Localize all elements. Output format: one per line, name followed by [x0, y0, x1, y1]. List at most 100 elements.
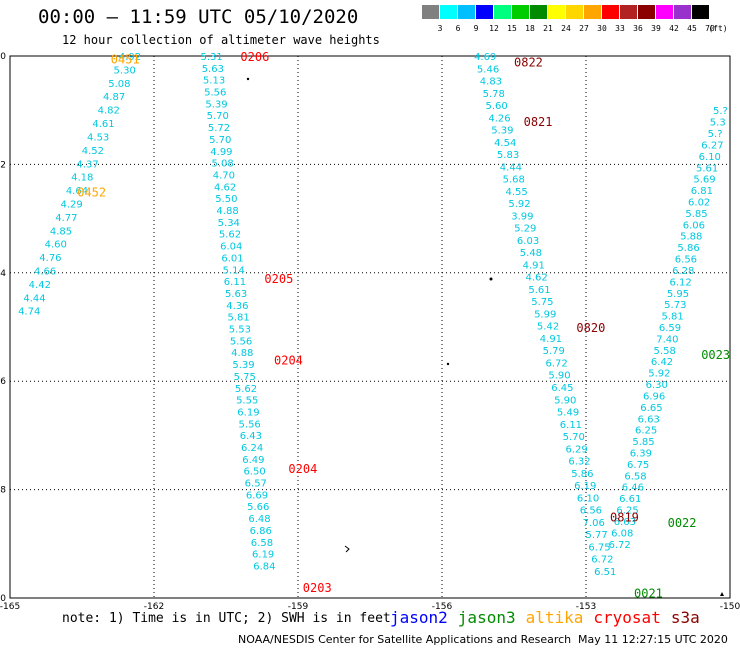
colorbar-label: 39 [651, 24, 661, 33]
colorbar-label: 9 [473, 24, 479, 33]
pass-time-label: 0021 [634, 587, 663, 601]
wave-height-value: 6.25 [616, 506, 638, 517]
pass-time-label: 0452 [77, 186, 106, 200]
wave-height-value: 5.63 [202, 64, 224, 75]
colorbar-swatch [458, 5, 475, 19]
pass-time-label: 0821 [524, 115, 553, 129]
wave-height-value: 4.76 [39, 253, 61, 264]
colorbar-label: 36 [633, 24, 643, 33]
legend-entry: jason2 [390, 608, 448, 627]
pass-time-label: 0203 [303, 581, 332, 595]
wave-height-value: 5.? [708, 129, 723, 140]
colorbar-swatch [692, 5, 709, 19]
wave-height-value: 6.03 [517, 236, 539, 247]
wave-height-value: 6.30 [646, 380, 668, 391]
wave-height-value: 5.77 [585, 530, 607, 541]
colorbar-label: 70 [705, 24, 715, 33]
colorbar-label: 42 [669, 24, 679, 33]
legend-entry: s3a [670, 608, 700, 627]
wave-height-value: 6.49 [242, 455, 264, 466]
wave-height-value: 5.34 [218, 218, 240, 229]
wave-height-value: 4.44 [500, 162, 522, 173]
colorbar-swatch [512, 5, 529, 19]
y-tick-label: -10 [0, 594, 6, 604]
wave-height-value: 4.55 [505, 187, 527, 198]
pass-time-label: 0822 [514, 55, 543, 69]
colorbar-swatch [584, 5, 601, 19]
wave-height-value: 6.02 [688, 197, 710, 208]
wave-height-value: 5.42 [537, 322, 559, 333]
wave-height-value: 6.84 [253, 561, 275, 572]
wave-height-value: 6.24 [241, 443, 263, 454]
wave-height-value: 7.40 [656, 334, 678, 345]
y-tick-label: -2 [0, 160, 6, 170]
x-tick-label: -162 [144, 602, 164, 612]
wave-height-value: 6.65 [640, 403, 662, 414]
wave-height-value: 4.53 [87, 132, 109, 143]
wave-height-value: 6.06 [683, 220, 705, 231]
wave-height-value: 6.81 [691, 186, 713, 197]
wave-height-value: 4.36 [226, 301, 248, 312]
page-subtitle: 12 hour collection of altimeter wave hei… [62, 33, 380, 47]
pass-time-label: 0820 [576, 321, 605, 335]
wave-height-value: 5.75 [234, 372, 256, 383]
wave-height-value: 6.10 [699, 152, 721, 163]
generated-timestamp: May 11 12:27:15 UTC 2020 [578, 633, 728, 646]
wave-height-value: 6.08 [611, 528, 633, 539]
wave-height-value: 4.69 [474, 52, 496, 63]
colorbar-swatch [530, 5, 547, 19]
colorbar-swatch [566, 5, 583, 19]
wave-height-value: 6.69 [246, 490, 268, 501]
wave-height-value: 5.55 [236, 396, 258, 407]
wave-height-value: 3.99 [511, 211, 533, 222]
wave-height-value: 5.79 [543, 346, 565, 357]
wave-height-value: 6.19 [574, 481, 596, 492]
wave-height-value: 6.46 [622, 483, 644, 494]
wave-height-value: 4.88 [231, 348, 253, 359]
wave-height-value: 5.83 [497, 150, 519, 161]
wave-height-value: 4.91 [523, 260, 545, 271]
x-tick-label: -165 [0, 602, 20, 612]
wave-height-value: 5.61 [696, 163, 718, 174]
wave-height-value: 6.45 [551, 383, 573, 394]
wave-height-value: 6.58 [624, 471, 646, 482]
wave-height-value: 4.64 [66, 186, 88, 197]
wave-height-value: 4.66 [34, 267, 56, 278]
legend-entry: altika [525, 608, 584, 627]
wave-height-value: 4.29 [61, 199, 83, 210]
colorbar-swatch [494, 5, 511, 19]
wave-height-value: 6.42 [651, 357, 673, 368]
pass-time-label: 0819 [610, 511, 639, 525]
wave-height-value: 5.85 [685, 209, 707, 220]
wave-height-value: 6.75 [627, 460, 649, 471]
plot-frame [9, 55, 731, 599]
page-title: 00:00 – 11:59 UTC 05/10/2020 [38, 6, 359, 28]
wave-height-value: 6.50 [243, 467, 265, 478]
wave-height-value: 6.72 [591, 555, 613, 566]
wave-height-value: 5.08 [108, 79, 130, 90]
wave-height-value: 5.46 [477, 64, 499, 75]
wave-height-value: 5.56 [230, 336, 252, 347]
colorbar-label: 21 [543, 24, 553, 33]
colorbar-label: 3 [437, 24, 443, 33]
wave-height-value: 5.13 [203, 76, 225, 87]
wave-height-value: 4.54 [494, 138, 516, 149]
wave-height-value: 5.81 [227, 313, 249, 324]
colorbar-label: 24 [561, 24, 571, 33]
legend-entry: cryosat [593, 608, 661, 627]
colorbar-swatch [422, 5, 439, 19]
wave-height-value: 4.70 [213, 170, 235, 181]
wave-height-value: 6.59 [659, 323, 681, 334]
colorbar-label: 18 [525, 24, 535, 33]
map-grid [9, 55, 731, 599]
wave-height-value: 6.51 [594, 567, 616, 578]
wave-height-value: 6.56 [675, 255, 697, 266]
wave-height-value: 6.72 [608, 540, 630, 551]
wave-height-value: 6.11 [560, 420, 582, 431]
colorbar-swatch [638, 5, 655, 19]
wave-height-value: 5.90 [548, 371, 570, 382]
island-markers [246, 77, 724, 596]
wave-height-value: 4.44 [23, 293, 45, 304]
pass-time-label: 0451 [111, 53, 140, 67]
